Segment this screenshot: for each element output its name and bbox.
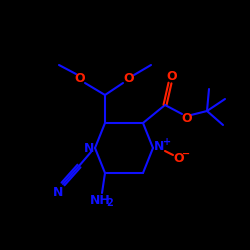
Text: O: O [75, 72, 85, 85]
Text: NH: NH [90, 194, 110, 207]
Text: +: + [163, 137, 171, 147]
Text: 2: 2 [106, 198, 114, 208]
Text: O: O [182, 112, 192, 124]
Text: N: N [84, 142, 94, 154]
Text: O: O [124, 72, 134, 85]
Text: N: N [154, 140, 164, 152]
Text: O: O [167, 70, 177, 82]
Text: N: N [53, 186, 63, 198]
Text: O: O [174, 152, 184, 166]
Text: −: − [182, 149, 190, 159]
